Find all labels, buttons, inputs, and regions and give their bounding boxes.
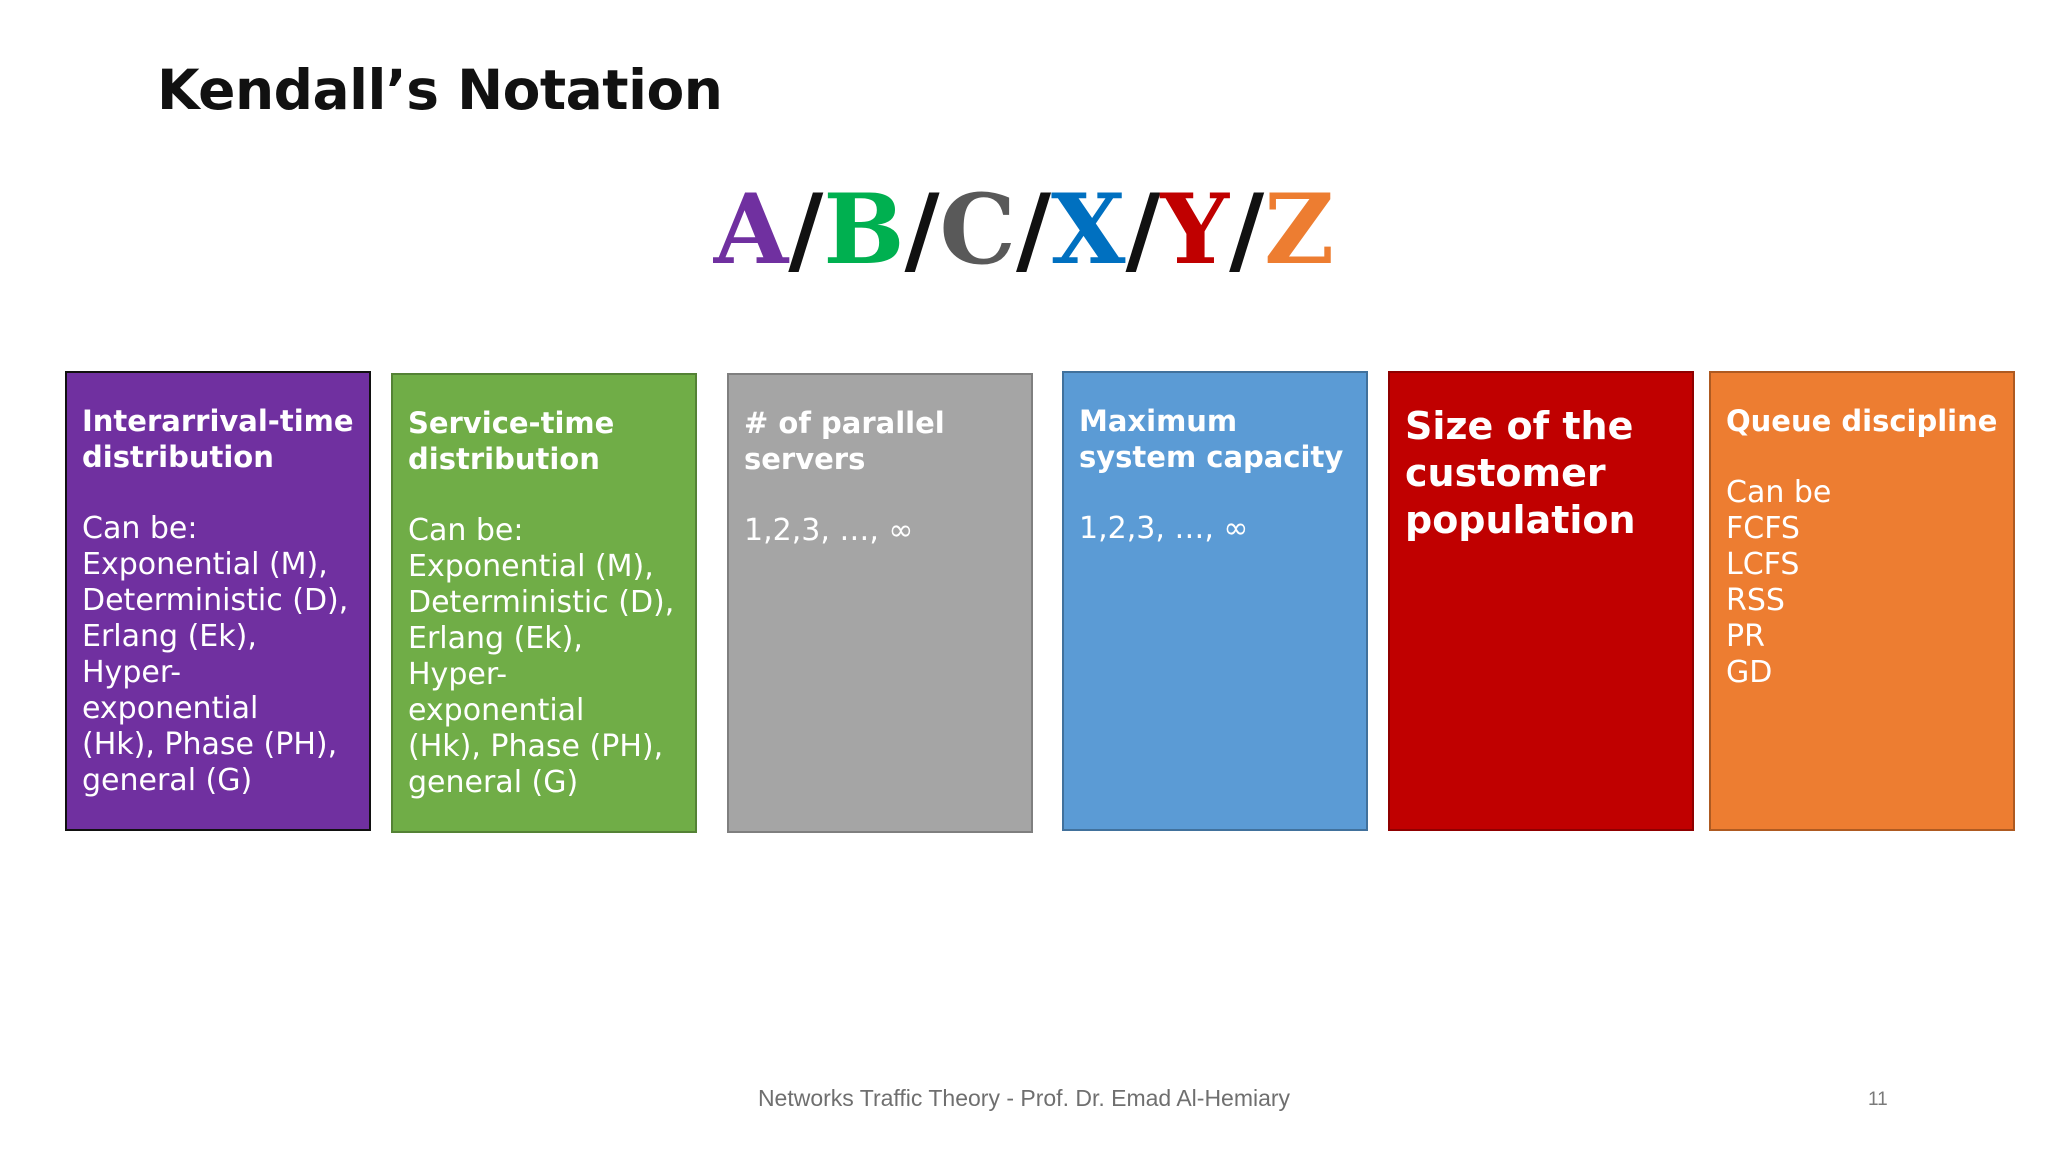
box-service-time: Service-time distribution Can be: Expone… [391, 373, 697, 833]
box-heading: Service-time distribution [408, 406, 615, 476]
box-line: general (G) [82, 763, 253, 798]
notation-letter-y: Y [1160, 173, 1230, 286]
slide-title: Kendall’s Notation [157, 58, 723, 122]
notation-separator: / [904, 173, 940, 286]
notation-letter-a: A [713, 173, 789, 286]
notation-letter-z: Z [1264, 173, 1335, 286]
box-heading: Queue discipline [1726, 404, 1998, 438]
box-body: Can be FCFS LCFS RSS PR GD [1726, 475, 1999, 691]
notation-separator: / [788, 173, 824, 286]
box-heading: # of parallel servers [744, 406, 945, 476]
box-body: 1,2,3, …, ∞ [1079, 511, 1352, 547]
box-line: Hyper-exponential [82, 655, 259, 726]
notation-separator: / [1125, 173, 1161, 286]
box-customer-population: Size of the customer population [1388, 371, 1694, 831]
page-number: 11 [1868, 1089, 1888, 1110]
notation-separator: / [1229, 173, 1265, 286]
box-line: Exponential (M), [82, 547, 328, 582]
box-line: FCFS [1726, 511, 1800, 546]
box-line: PR [1726, 619, 1765, 654]
box-line: RSS [1726, 583, 1785, 618]
box-heading: Size of the customer population [1405, 404, 1636, 542]
box-line: Exponential (M), [408, 549, 654, 584]
box-body: Can be: Exponential (M), Deterministic (… [408, 513, 681, 801]
box-line: LCFS [1726, 547, 1800, 582]
box-line: 1,2,3, …, ∞ [1079, 511, 1249, 546]
box-line: Deterministic (D), [82, 583, 349, 618]
box-body: Can be: Exponential (M), Deterministic (… [82, 511, 355, 799]
box-line: Hyper-exponential [408, 657, 585, 728]
box-line: Can be [1726, 475, 1832, 510]
box-system-capacity: Maximum system capacity 1,2,3, …, ∞ [1062, 371, 1368, 831]
box-line: GD [1726, 655, 1773, 690]
notation-letter-x: X [1051, 173, 1126, 286]
notation-letter-c: C [939, 173, 1016, 286]
box-line: Deterministic (D), [408, 585, 675, 620]
box-line: general (G) [408, 765, 579, 800]
box-queue-discipline: Queue discipline Can be FCFS LCFS RSS PR… [1709, 371, 2015, 831]
kendall-notation: A/B/C/X/Y/Z [0, 170, 2048, 290]
box-line: Erlang (Ek), [408, 621, 583, 656]
box-interarrival-time: Interarrival-time distribution Can be: E… [65, 371, 371, 831]
box-line: Can be: [82, 511, 198, 546]
box-line: (Hk), Phase (PH), [408, 729, 664, 764]
box-line: 1,2,3, …, ∞ [744, 513, 914, 548]
notation-separator: / [1015, 173, 1051, 286]
box-line: Can be: [408, 513, 524, 548]
box-line: Erlang (Ek), [82, 619, 257, 654]
box-heading: Interarrival-time distribution [82, 404, 354, 474]
notation-letter-b: B [823, 173, 905, 286]
slide-footer: Networks Traffic Theory - Prof. Dr. Emad… [757, 1085, 1291, 1111]
box-body: 1,2,3, …, ∞ [744, 513, 1017, 549]
box-line: (Hk), Phase (PH), [82, 727, 338, 762]
box-parallel-servers: # of parallel servers 1,2,3, …, ∞ [727, 373, 1033, 833]
box-heading: Maximum system capacity [1079, 404, 1344, 474]
